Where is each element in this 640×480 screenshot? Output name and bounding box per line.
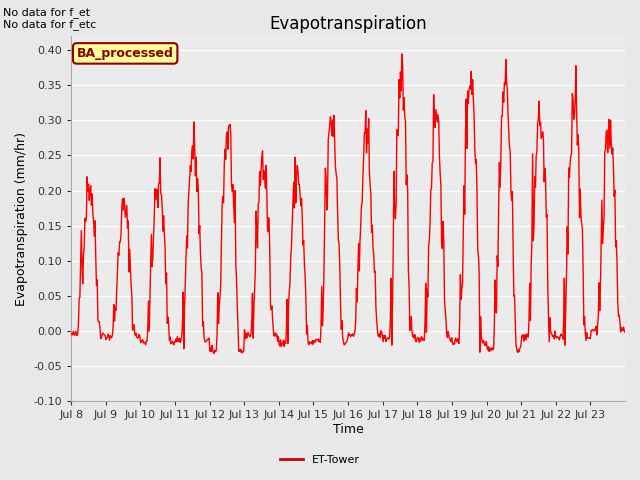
Legend: ET-Tower: ET-Tower [276, 451, 364, 469]
Text: No data for f_et: No data for f_et [3, 7, 90, 18]
X-axis label: Time: Time [333, 423, 364, 436]
Y-axis label: Evapotranspiration (mm/hr): Evapotranspiration (mm/hr) [15, 132, 28, 306]
Title: Evapotranspiration: Evapotranspiration [269, 15, 427, 33]
Text: No data for f_etc: No data for f_etc [3, 19, 97, 30]
Text: BA_processed: BA_processed [77, 47, 173, 60]
